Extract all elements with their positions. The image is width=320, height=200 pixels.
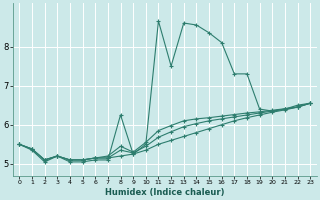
X-axis label: Humidex (Indice chaleur): Humidex (Indice chaleur) (105, 188, 225, 197)
